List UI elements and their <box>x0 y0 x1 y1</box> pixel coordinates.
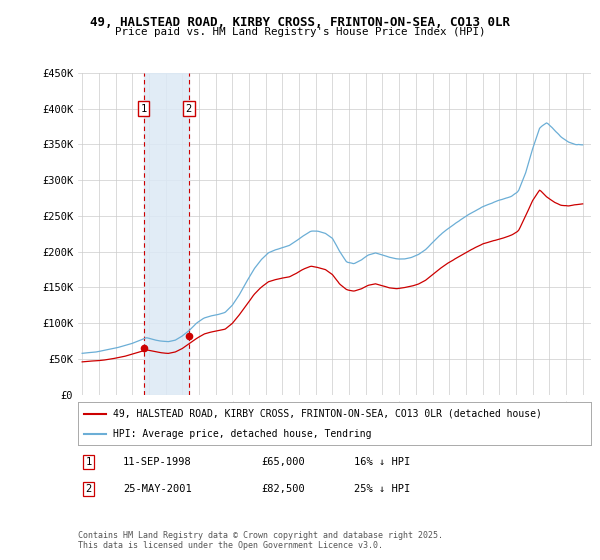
Text: Contains HM Land Registry data © Crown copyright and database right 2025.
This d: Contains HM Land Registry data © Crown c… <box>78 530 443 550</box>
Text: 11-SEP-1998: 11-SEP-1998 <box>123 457 192 467</box>
Text: 1: 1 <box>86 457 92 467</box>
Text: 49, HALSTEAD ROAD, KIRBY CROSS, FRINTON-ON-SEA, CO13 0LR (detached house): 49, HALSTEAD ROAD, KIRBY CROSS, FRINTON-… <box>113 409 542 419</box>
Text: 2: 2 <box>86 484 92 494</box>
Bar <box>144 73 189 395</box>
Text: 1: 1 <box>140 104 147 114</box>
Text: 49, HALSTEAD ROAD, KIRBY CROSS, FRINTON-ON-SEA, CO13 0LR: 49, HALSTEAD ROAD, KIRBY CROSS, FRINTON-… <box>90 16 510 29</box>
Text: 25% ↓ HPI: 25% ↓ HPI <box>354 484 410 494</box>
Text: £82,500: £82,500 <box>261 484 305 494</box>
Text: Price paid vs. HM Land Registry's House Price Index (HPI): Price paid vs. HM Land Registry's House … <box>115 27 485 37</box>
Text: 2: 2 <box>185 104 192 114</box>
Text: 25-MAY-2001: 25-MAY-2001 <box>123 484 192 494</box>
Text: £65,000: £65,000 <box>261 457 305 467</box>
Text: HPI: Average price, detached house, Tendring: HPI: Average price, detached house, Tend… <box>113 430 371 440</box>
Text: 16% ↓ HPI: 16% ↓ HPI <box>354 457 410 467</box>
